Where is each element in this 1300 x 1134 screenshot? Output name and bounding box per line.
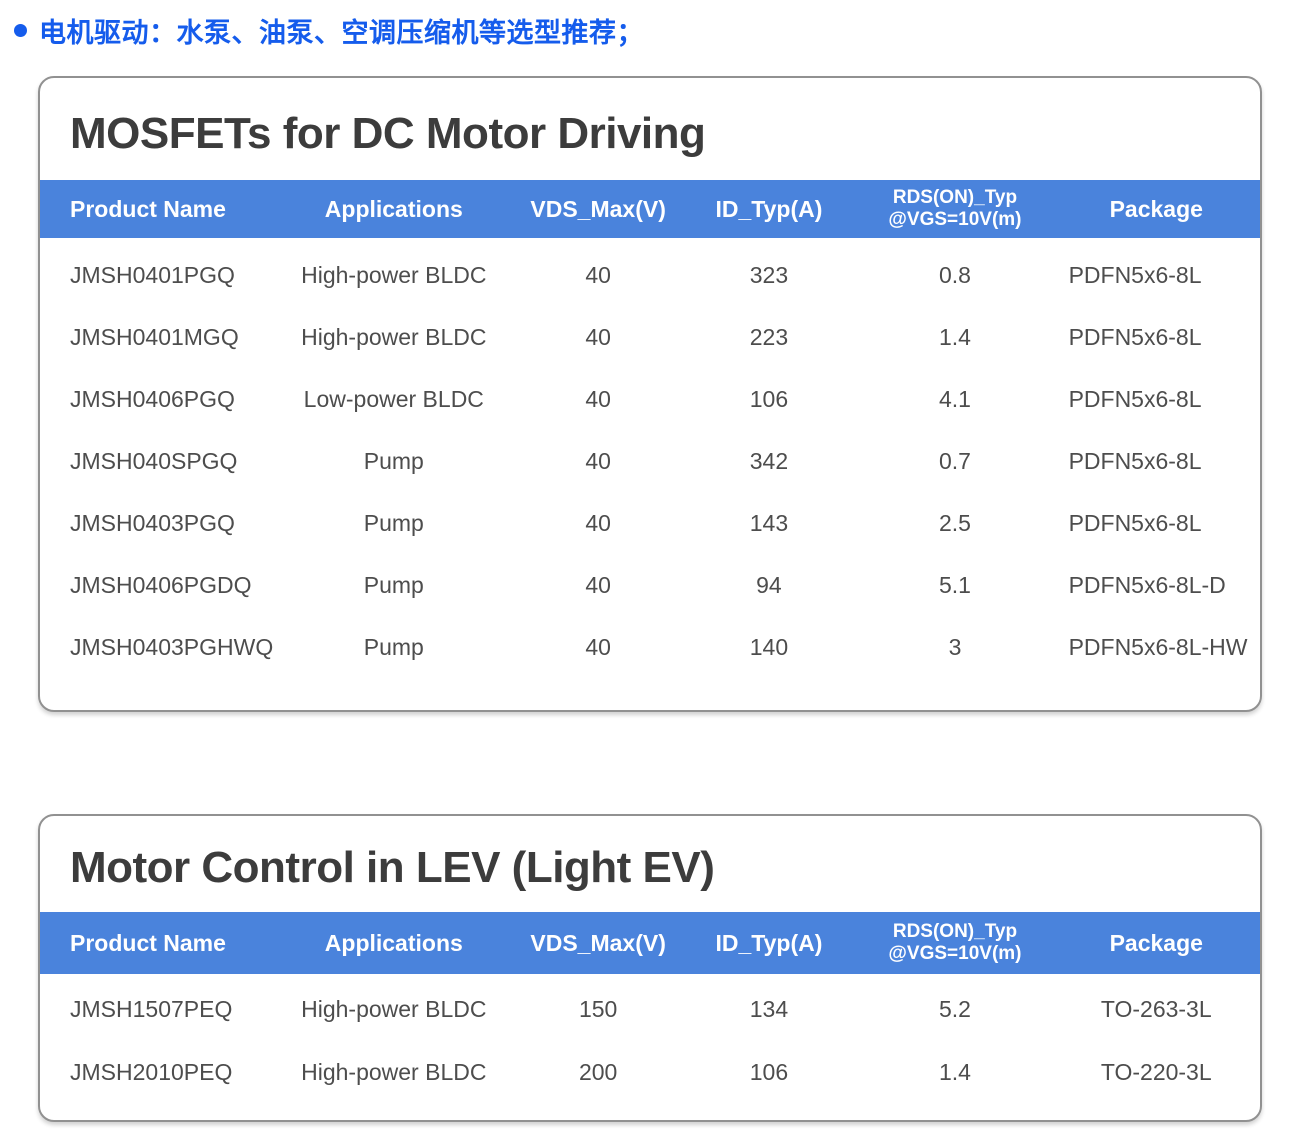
cell-id-typ: 106: [749, 385, 789, 412]
cell-id-typ: 342: [749, 447, 789, 474]
cell-vds-max: 40: [585, 323, 611, 350]
cell-applications: High-power BLDC: [301, 1059, 487, 1085]
cell-id-typ: 134: [749, 996, 789, 1022]
column-header-rds-on: RDS(ON)_Typ @VGS=10V(m): [888, 921, 1022, 964]
table-header-row: Product Name Applications VDS_Max(V) ID_Typ…: [40, 180, 1260, 238]
column-header-vds-max: VDS_Max(V): [530, 929, 666, 956]
cell-product-name: JMSH040SPGQ: [70, 447, 238, 474]
table-row: JMSH0401MGQ High-power BLDC 40 223 1.4 PDFN5x…: [40, 306, 1260, 368]
cell-product-name: JMSH2010PEQ: [70, 1059, 233, 1085]
bullet-dot-icon: [14, 23, 27, 37]
cell-product-name: JMSH0403PGHWQ: [70, 633, 274, 660]
table-header-row: Product Name Applications VDS_Max(V) ID_Typ…: [40, 912, 1260, 974]
cell-applications: High-power BLDC: [301, 261, 487, 288]
table-row: JMSH040SPGQ Pump 40 342 0.7 PDFN5x6-8L: [40, 430, 1260, 492]
cell-product-name: JMSH0403PGQ: [70, 509, 235, 536]
cell-product-name: JMSH1507PEQ: [70, 996, 233, 1022]
cell-applications: Pump: [363, 447, 424, 474]
motor-control-lev-table-card: Motor Control in LEV (Light EV) Product …: [38, 814, 1262, 1122]
cell-id-typ: 323: [749, 261, 789, 288]
cell-id-typ: 223: [749, 323, 789, 350]
column-header-package: Package: [1109, 195, 1203, 222]
cell-rds-on: 2.5: [938, 509, 971, 536]
cell-rds-on: 5.2: [938, 996, 971, 1022]
cell-vds-max: 40: [585, 509, 611, 536]
bullet-line: 电机驱动：水泵、油泵、空调压缩机等选型推荐；: [14, 8, 1300, 52]
column-header-vds-max: VDS_Max(V): [530, 195, 666, 222]
cell-rds-on: 0.8: [938, 261, 971, 288]
cell-vds-max: 40: [585, 261, 611, 288]
table-row: JMSH2010PEQ High-power BLDC 200 106 1.4 TO-22…: [40, 1041, 1260, 1104]
mosfet-dc-motor-table-card: MOSFETs for DC Motor Driving Product Nam…: [38, 76, 1262, 712]
cell-product-name: JMSH0406PGDQ: [70, 571, 252, 598]
cell-id-typ: 106: [749, 1059, 789, 1085]
cell-product-name: JMSH0401PGQ: [70, 261, 235, 288]
cell-rds-on: 5.1: [938, 571, 971, 598]
column-header-rds-on: RDS(ON)_Typ @VGS=10V(m): [888, 187, 1022, 230]
column-header-applications: Applications: [324, 929, 463, 956]
cell-applications: Low-power BLDC: [303, 385, 484, 412]
cell-applications: Pump: [363, 571, 424, 598]
cell-package: TO-263-3L: [1100, 996, 1212, 1022]
cell-applications: Pump: [363, 509, 424, 536]
table-row: JMSH1507PEQ High-power BLDC 150 134 5.2 TO-26…: [40, 978, 1260, 1041]
cell-rds-on: 0.7: [938, 447, 971, 474]
column-header-package: Package: [1109, 929, 1203, 956]
table-title: Motor Control in LEV (Light EV): [70, 843, 715, 892]
table-row: JMSH0403PGHWQ Pump 40 140 3 PDFN5x6-8L-HW: [40, 616, 1260, 678]
column-header-product-name: Product Name: [70, 195, 226, 222]
cell-vds-max: 200: [578, 1059, 618, 1085]
cell-applications: Pump: [363, 633, 424, 660]
cell-vds-max: 40: [585, 571, 611, 598]
cell-product-name: JMSH0401MGQ: [70, 323, 239, 350]
table-body: JMSH1507PEQ High-power BLDC 150 134 5.2 TO-26…: [40, 974, 1260, 1114]
cell-id-typ: 140: [749, 633, 789, 660]
cell-rds-on: 3: [948, 633, 962, 660]
cell-vds-max: 40: [585, 633, 611, 660]
table-row: JMSH0403PGQ Pump 40 143 2.5 PDFN5x6-8L: [40, 492, 1260, 554]
cell-applications: High-power BLDC: [301, 996, 487, 1022]
cell-package: TO-220-3L: [1100, 1059, 1212, 1085]
cell-package: PDFN5x6-8L: [1068, 447, 1202, 474]
cell-package: PDFN5x6-8L: [1068, 323, 1202, 350]
cell-applications: High-power BLDC: [301, 323, 487, 350]
column-header-applications: Applications: [324, 195, 463, 222]
column-header-id-typ: ID_Typ(A): [715, 195, 823, 222]
table-body: JMSH0401PGQ High-power BLDC 40 323 0.8 PDFN5x…: [40, 238, 1260, 696]
column-header-id-typ: ID_Typ(A): [715, 929, 823, 956]
cell-vds-max: 40: [585, 447, 611, 474]
table-row: JMSH0406PGQ Low-power BLDC 40 106 4.1 PDFN5x6…: [40, 368, 1260, 430]
table-row: JMSH0406PGDQ Pump 40 94 5.1 PDFN5x6-8L-D: [40, 554, 1260, 616]
column-header-product-name: Product Name: [70, 929, 226, 956]
cell-package: PDFN5x6-8L: [1068, 261, 1202, 288]
cell-package: PDFN5x6-8L: [1068, 385, 1202, 412]
cell-id-typ: 143: [749, 509, 789, 536]
cell-rds-on: 1.4: [938, 323, 971, 350]
cell-vds-max: 40: [585, 385, 611, 412]
cell-package: PDFN5x6-8L-HW: [1068, 633, 1248, 660]
cell-rds-on: 4.1: [938, 385, 971, 412]
table-title: MOSFETs for DC Motor Driving: [70, 109, 706, 158]
cell-product-name: JMSH0406PGQ: [70, 385, 235, 412]
cell-vds-max: 150: [578, 996, 618, 1022]
cell-package: PDFN5x6-8L: [1068, 509, 1202, 536]
cell-id-typ: 94: [756, 571, 782, 598]
cell-rds-on: 1.4: [938, 1059, 971, 1085]
bullet-headline: 电机驱动：水泵、油泵、空调压缩机等选型推荐；: [39, 17, 644, 48]
cell-package: PDFN5x6-8L-D: [1068, 571, 1226, 598]
table-row: JMSH0401PGQ High-power BLDC 40 323 0.8 PDFN5x…: [40, 244, 1260, 306]
